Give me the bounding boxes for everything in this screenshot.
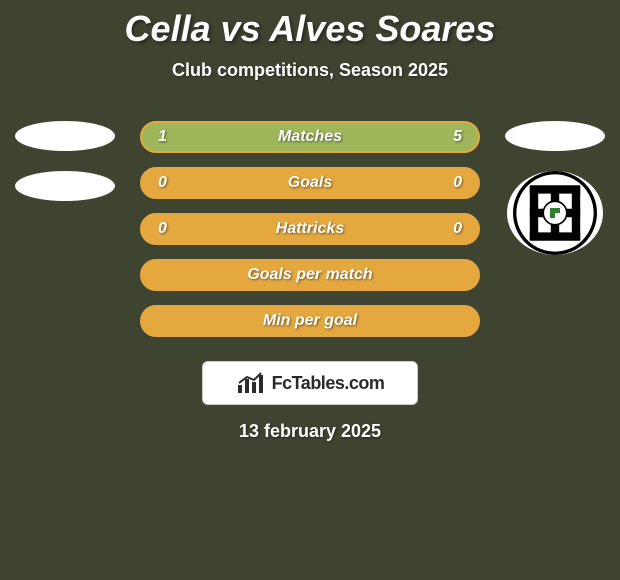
stats-area: 1 Matches 5 0 Goals 0 0 Hattricks 0 Goals per mat… [0,121,620,337]
stat-left-value: 1 [158,128,167,146]
stat-left-value: 0 [158,174,167,192]
player-left-photo-placeholder [15,121,115,151]
player-left-club-placeholder [15,171,115,201]
player-right-photo-placeholder [505,121,605,151]
player-right-column [500,121,610,255]
stat-label: Hattricks [276,220,344,238]
stat-label: Goals per match [158,266,462,284]
stat-label: Matches [278,128,342,146]
stat-right-value: 0 [453,174,462,192]
stat-left-value: 0 [158,220,167,238]
stat-right-value: 5 [453,128,462,146]
stat-bar: Goals per match [140,259,480,291]
stat-bar: 0 Goals 0 [140,167,480,199]
stat-right-value: 0 [453,220,462,238]
date: 13 february 2025 [0,421,620,442]
title: Cella vs Alves Soares [0,0,620,50]
infographic-container: Cella vs Alves Soares Club competitions,… [0,0,620,580]
bar-chart-icon [236,371,266,395]
club-badge-icon [507,171,603,255]
stat-label: Min per goal [158,312,462,330]
stat-bar: 0 Hattricks 0 [140,213,480,245]
stat-bar: 1 Matches 5 [140,121,480,153]
fctables-logo: FcTables.com [202,361,418,405]
stat-bars: 1 Matches 5 0 Goals 0 0 Hattricks 0 Goals per mat… [140,121,480,337]
stat-label: Goals [288,174,332,192]
player-right-club-badge [507,171,603,255]
logo-text: FcTables.com [272,373,385,394]
stat-bar: Min per goal [140,305,480,337]
subtitle: Club competitions, Season 2025 [0,60,620,81]
player-left-column [10,121,120,201]
